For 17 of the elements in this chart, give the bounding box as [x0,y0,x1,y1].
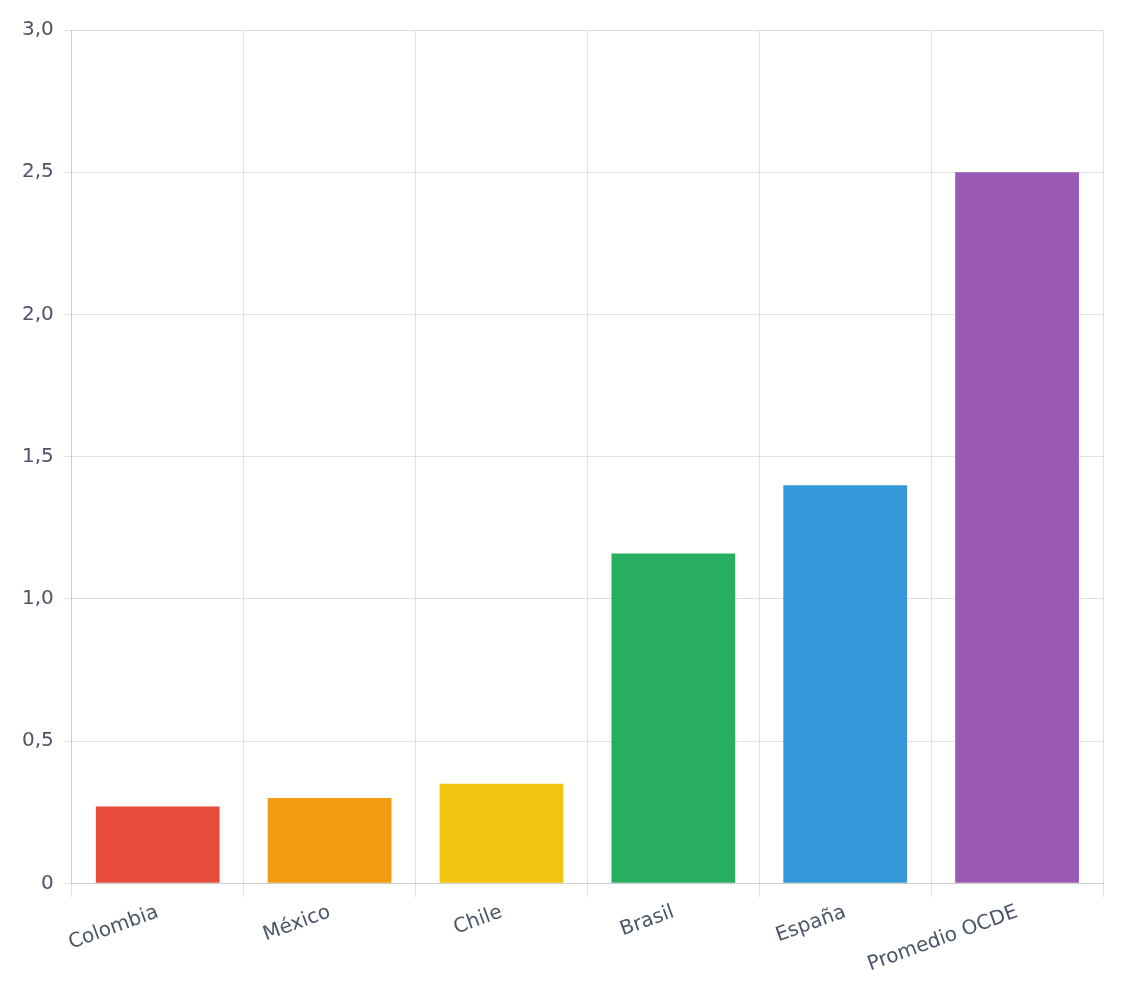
bar [611,553,736,883]
x-tick-label: México [259,898,334,946]
bar [95,806,220,883]
x-tick-label: España [771,898,849,947]
x-tick-label: Brasil [616,898,677,941]
y-tick-label: 2,5 [21,158,54,183]
x-tick-label: Chile [449,898,505,939]
bar [783,485,908,883]
y-tick-label: 1,5 [21,442,54,467]
bar [955,172,1079,883]
bar [267,798,392,883]
y-tick-label: 0,5 [21,727,54,752]
y-tick-label: 0 [41,869,54,894]
y-tick-label: 2,0 [21,300,54,325]
bar [439,783,564,883]
y-tick-label: 1,0 [21,585,54,610]
y-tick-label: 3,0 [21,16,54,41]
